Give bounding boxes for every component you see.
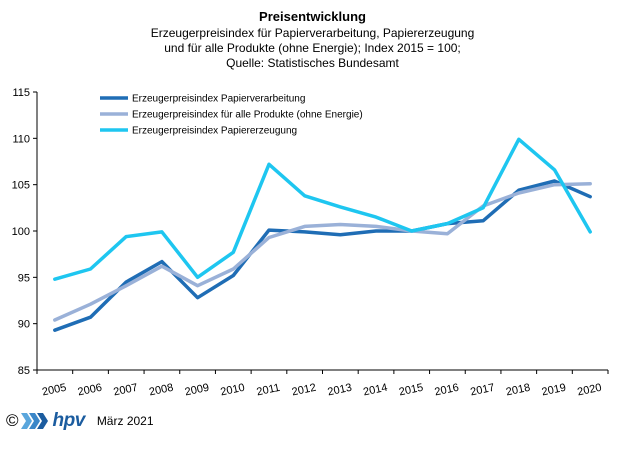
x-tick-label: 2006 <box>77 382 103 399</box>
x-tick-label: 2005 <box>41 382 67 399</box>
chart-subtitle-line-2: und für alle Produkte (ohne Energie); In… <box>164 41 461 55</box>
chart-subtitle-line-1: Erzeugerpreisindex für Papierverarbeitun… <box>150 26 475 40</box>
x-tick-label: 2015 <box>398 382 424 399</box>
y-tick-label: 85 <box>18 365 30 377</box>
logo-chevron-2 <box>28 413 40 429</box>
x-tick-label: 2013 <box>326 382 352 399</box>
y-tick-label: 110 <box>12 133 30 145</box>
x-tick-label: 2014 <box>362 382 388 399</box>
chart-title: Preisentwicklung <box>259 9 366 24</box>
y-tick-label: 90 <box>18 319 30 331</box>
series-line-2 <box>53 181 592 322</box>
series-line-3 <box>53 137 592 281</box>
x-tick-label: 2007 <box>112 382 138 399</box>
x-tick-label: 2009 <box>184 382 210 399</box>
footer: © hpv März 2021 <box>6 410 154 432</box>
y-tick-label: 100 <box>12 226 30 238</box>
x-tick-label: 2019 <box>541 382 567 399</box>
x-tick-label: 2016 <box>434 382 460 399</box>
y-tick-label: 105 <box>12 180 30 192</box>
legend-label: Erzeugerpreisindex Papierverarbeitung <box>132 94 305 105</box>
x-tick-label: 2008 <box>148 382 174 399</box>
x-tick-label: 2020 <box>576 382 602 399</box>
hpv-logo-text: hpv <box>52 410 86 431</box>
y-tick-label: 95 <box>18 272 30 284</box>
logo-chevron-1 <box>20 413 32 429</box>
x-tick-label: 2010 <box>219 382 245 399</box>
legend-label: Erzeugerpreisindex Papiererzeugung <box>132 126 297 137</box>
x-tick-label: 2011 <box>256 382 282 399</box>
legend-label: Erzeugerpreisindex für alle Produkte (oh… <box>132 110 363 121</box>
footer-date: März 2021 <box>96 414 154 428</box>
y-tick-label: 115 <box>12 87 30 99</box>
chart-subtitle-line-3: Quelle: Statistisches Bundesamt <box>226 56 399 70</box>
x-tick-label: 2018 <box>505 382 531 399</box>
copyright-symbol: © <box>6 411 19 430</box>
logo-chevron-3 <box>36 413 48 429</box>
x-tick-label: 2012 <box>291 382 317 399</box>
x-tick-label: 2017 <box>469 382 495 399</box>
series-line-1 <box>53 179 592 332</box>
hpv-logo-chevrons-icon <box>20 413 48 429</box>
